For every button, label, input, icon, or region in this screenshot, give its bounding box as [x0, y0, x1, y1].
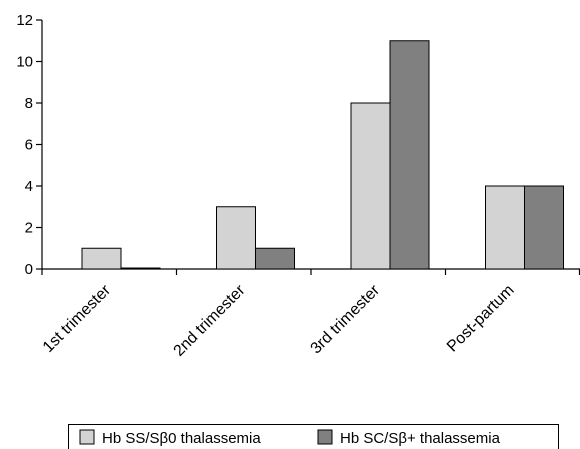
x-tick-label: 2nd trimester [171, 281, 250, 360]
bars [81, 40, 564, 270]
legend-box [68, 424, 559, 449]
legend-label: Hb SS/Sβ0 thalassemia [102, 430, 261, 447]
y-axis-ticks: 0 2 4 6 8 10 12 [16, 12, 42, 278]
y-tick-label: 6 [25, 137, 33, 154]
bar [81, 247, 122, 270]
y-tick-label: 10 [16, 54, 33, 71]
bar [216, 206, 256, 270]
legend-swatch [317, 429, 333, 445]
y-tick-label: 0 [25, 261, 33, 278]
y-tick-label: 2 [25, 220, 33, 237]
x-tick-label: Post-partum [444, 282, 518, 356]
bar [485, 185, 525, 270]
bar [389, 40, 430, 270]
x-axis-labels: 1st trimester 2nd trimester 3rd trimester P… [40, 281, 518, 360]
legend: Hb SS/Sβ0 thalassemia Hb SC/Sβ+ thalassem… [68, 424, 559, 449]
bar [350, 102, 391, 270]
bar [120, 267, 161, 270]
legend-label: Hb SC/Sβ+ thalassemia [340, 430, 501, 447]
bar [524, 185, 564, 270]
bar [255, 247, 295, 270]
x-tick-label: 3rd trimester [308, 281, 384, 357]
legend-swatch [79, 429, 95, 445]
y-tick-label: 12 [16, 12, 33, 29]
y-tick-label: 4 [25, 178, 33, 195]
y-tick-label: 8 [25, 95, 33, 112]
x-tick-label: 1st trimester [40, 281, 115, 356]
